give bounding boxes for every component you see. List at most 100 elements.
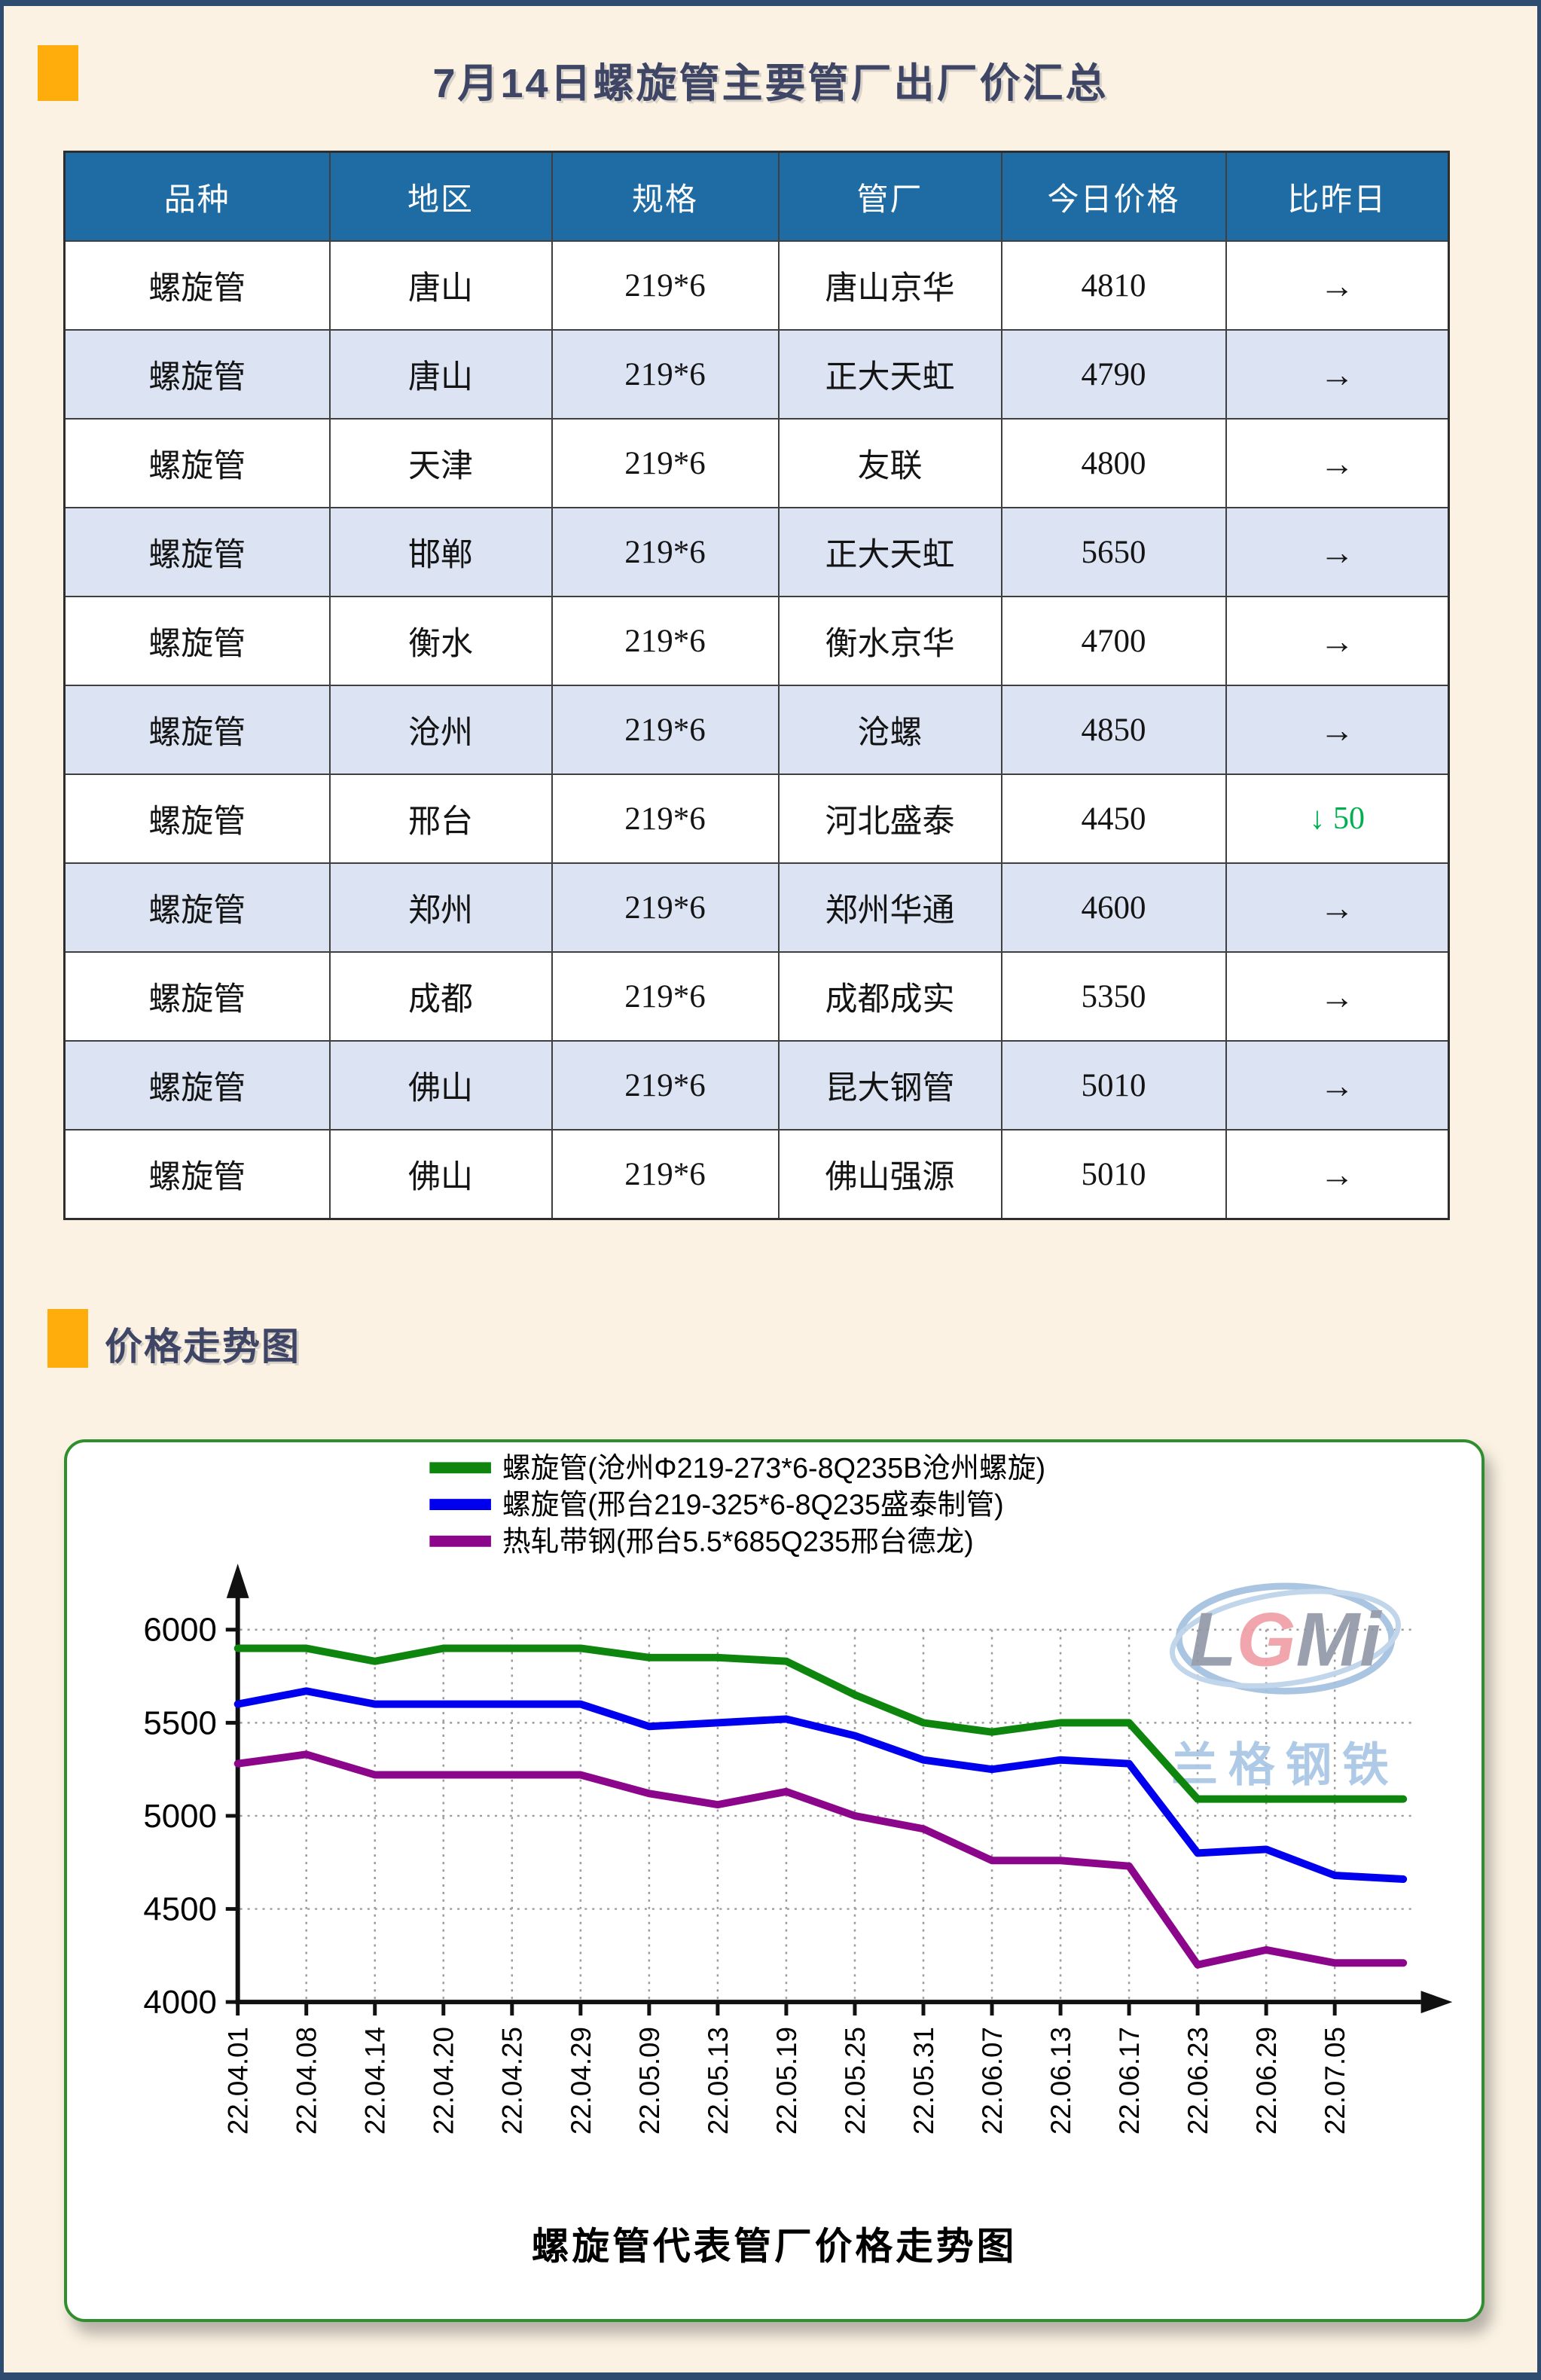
cell-change: → [1225, 329, 1450, 420]
watermark-cn-text: 兰格钢铁 [1171, 1740, 1399, 1792]
x-tick-label: 22.04.29 [566, 2027, 597, 2134]
cell-spec: 219*6 [551, 774, 780, 864]
cell-change: → [1225, 862, 1450, 953]
table-row: 螺旋管 郑州 219*6 郑州华通 4600 → [63, 862, 1450, 953]
x-tick-label: 22.05.19 [771, 2027, 802, 2134]
cell-price: 4450 [1000, 774, 1227, 864]
lgmi-logo-text: LGMi [1190, 1596, 1382, 1682]
x-tick-label: 22.06.29 [1251, 2027, 1282, 2134]
x-tick-label: 22.04.20 [429, 2027, 459, 2134]
legend-label-2: 热轧带钢(邢台5.5*685Q235邢台德龙) [502, 1526, 974, 1558]
cell-change: → [1225, 596, 1450, 686]
cell-region: 唐山 [328, 240, 553, 331]
cell-variety: 螺旋管 [63, 240, 331, 331]
cell-factory: 正大天虹 [777, 507, 1002, 597]
cell-region: 天津 [328, 418, 553, 508]
table-row: 螺旋管 邢台 219*6 河北盛泰 4450 ↓ 50 [63, 774, 1450, 864]
cell-price: 5010 [1000, 1040, 1227, 1130]
table-row: 螺旋管 唐山 219*6 正大天虹 4790 → [63, 329, 1450, 420]
cell-factory: 正大天虹 [777, 329, 1002, 420]
cell-price: 4800 [1000, 418, 1227, 508]
cell-change: → [1225, 685, 1450, 775]
chart-legend: 螺旋管(沧州Φ219-273*6-8Q235B沧州螺旋) 螺旋管(邢台219-32… [429, 1453, 1045, 1558]
x-tick-label: 22.05.31 [908, 2027, 939, 2134]
cell-region: 成都 [328, 951, 553, 1042]
table-row: 螺旋管 沧州 219*6 沧螺 4850 → [63, 685, 1450, 775]
cell-change: → [1225, 1040, 1450, 1130]
cell-variety: 螺旋管 [63, 1129, 331, 1220]
cell-price: 4790 [1000, 329, 1227, 420]
cell-region: 唐山 [328, 329, 553, 420]
table-row: 螺旋管 衡水 219*6 衡水京华 4700 → [63, 596, 1450, 686]
x-tick-label: 22.04.08 [291, 2027, 322, 2134]
cell-variety: 螺旋管 [63, 951, 331, 1042]
cell-spec: 219*6 [551, 329, 780, 420]
cell-spec: 219*6 [551, 507, 780, 597]
legend-label-0: 螺旋管(沧州Φ219-273*6-8Q235B沧州螺旋) [502, 1453, 1045, 1484]
axis-labels: 4000 4500 5000 5500 6000 22.04.01 22.04.08 22.0… [143, 1612, 1350, 2135]
cell-price: 4700 [1000, 596, 1227, 686]
cell-price: 4600 [1000, 862, 1227, 953]
cell-variety: 螺旋管 [63, 774, 331, 864]
table-row: 螺旋管 成都 219*6 成都成实 5350 → [63, 951, 1450, 1042]
trend-chart-panel: LGMi 兰格钢铁 4000 4500 5000 5500 6000 22.04.01 22.0… [64, 1439, 1485, 2322]
cell-factory: 沧螺 [777, 685, 1002, 775]
table-row: 螺旋管 佛山 219*6 昆大钢管 5010 → [63, 1040, 1450, 1130]
cell-change: → [1225, 507, 1450, 597]
col-header-region: 地区 [328, 151, 553, 242]
cell-price: 5350 [1000, 951, 1227, 1042]
cell-change: → [1225, 418, 1450, 508]
x-tick-label: 22.06.17 [1114, 2027, 1145, 2134]
cell-spec: 219*6 [551, 951, 780, 1042]
cell-region: 佛山 [328, 1129, 553, 1220]
axes [225, 1564, 1453, 2016]
col-header-spec: 规格 [551, 151, 780, 242]
x-tick-label: 22.05.13 [703, 2027, 734, 2134]
cell-region: 邢台 [328, 774, 553, 864]
trend-chart-svg: LGMi 兰格钢铁 4000 4500 5000 5500 6000 22.04.01 22.0… [143, 1453, 1453, 2267]
cell-factory: 佛山强源 [777, 1129, 1002, 1220]
cell-region: 沧州 [328, 685, 553, 775]
cell-variety: 螺旋管 [63, 418, 331, 508]
page-title: 7月14日螺旋管主要管厂出厂价汇总 [432, 61, 1109, 106]
cell-spec: 219*6 [551, 1129, 780, 1220]
cell-region: 邯郸 [328, 507, 553, 597]
cell-factory: 河北盛泰 [777, 774, 1002, 864]
cell-variety: 螺旋管 [63, 329, 331, 420]
trend-section-accent-block [47, 1309, 88, 1368]
x-tick-label: 22.04.25 [497, 2027, 528, 2134]
lgmi-watermark: LGMi 兰格钢铁 [1170, 1582, 1401, 1792]
x-tick-label: 22.06.23 [1182, 2027, 1213, 2134]
x-tick-label: 22.05.09 [634, 2027, 665, 2134]
table-row: 螺旋管 邯郸 219*6 正大天虹 5650 → [63, 507, 1450, 597]
cell-factory: 成都成实 [777, 951, 1002, 1042]
cell-spec: 219*6 [551, 240, 780, 331]
table-header-row: 品种 地区 规格 管厂 今日价格 比昨日 [63, 151, 1450, 242]
col-header-price: 今日价格 [1000, 151, 1227, 242]
cell-price: 5650 [1000, 507, 1227, 597]
cell-factory: 唐山京华 [777, 240, 1002, 331]
trend-section-title: 价格走势图 [105, 1326, 301, 1368]
cell-spec: 219*6 [551, 685, 780, 775]
cell-price: 4810 [1000, 240, 1227, 331]
title-accent-block [38, 45, 78, 101]
cell-variety: 螺旋管 [63, 507, 331, 597]
cell-spec: 219*6 [551, 1040, 780, 1130]
y-axis-arrow [226, 1564, 249, 1598]
cell-factory: 衡水京华 [777, 596, 1002, 686]
y-tick-label: 4500 [143, 1890, 216, 1927]
series-line-1 [233, 1687, 1408, 1883]
cell-variety: 螺旋管 [63, 862, 331, 953]
cell-spec: 219*6 [551, 418, 780, 508]
x-tick-label: 22.04.14 [360, 2027, 391, 2134]
y-tick-label: 6000 [143, 1612, 216, 1649]
x-tick-label: 22.07.05 [1320, 2027, 1350, 2134]
cell-change: → [1225, 1129, 1450, 1220]
cell-spec: 219*6 [551, 862, 780, 953]
cell-region: 郑州 [328, 862, 553, 953]
cell-price: 4850 [1000, 685, 1227, 775]
cell-price: 5010 [1000, 1129, 1227, 1220]
y-tick-label: 5000 [143, 1798, 216, 1835]
cell-region: 佛山 [328, 1040, 553, 1130]
